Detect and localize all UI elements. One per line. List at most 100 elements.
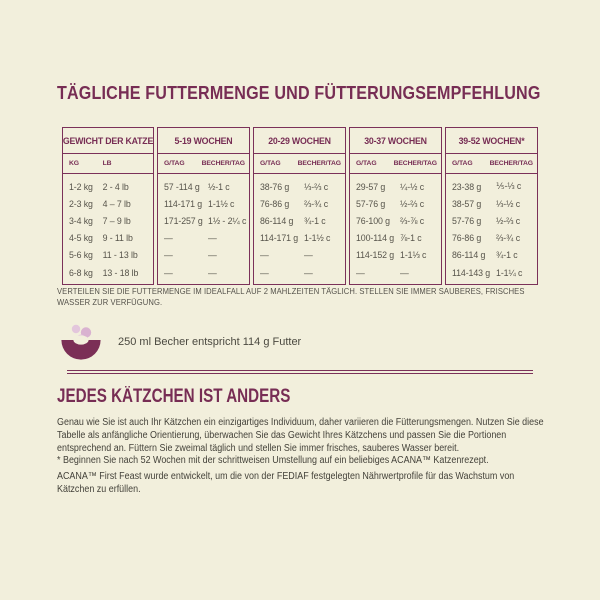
cell-cups: 1-1⅓ c [400, 250, 427, 261]
cell-grams: 76-100 g [356, 215, 390, 226]
section-divider [67, 370, 533, 374]
cell-grams: 38-76 g [260, 181, 290, 192]
subcolumn-header-becher: BECHER/TAG [393, 160, 438, 167]
cell-grams: 171-257 g [164, 215, 203, 226]
cell-kg: 5-6 kg [69, 250, 93, 261]
cell-cups: 1-1½ c [208, 198, 235, 209]
table-row: 114-171 g 1-1½ c [158, 195, 249, 212]
cell-cups: ⅓-⅔ c [304, 181, 328, 192]
table-row: 86-114 g ¾-1 c [446, 247, 537, 264]
cell-grams: — [260, 250, 269, 261]
cell-kg: 6-8 kg [69, 267, 93, 278]
table-row: — — [350, 264, 441, 281]
table-row: — — [158, 247, 249, 264]
cell-cups: ½-⅔ c [400, 198, 424, 209]
cell-cups: ⅔-¾ c [304, 198, 328, 209]
table-group-weight: GEWICHT DER KATZE KG LB 1-2 kg 2 - 4 lb 2… [62, 127, 154, 286]
table-row: — — [254, 264, 345, 281]
cell-grams: 76-86 g [452, 233, 482, 244]
cell-grams: — [164, 250, 173, 261]
page-title: TÄGLICHE FUTTERMENGE UND FÜTTERUNGSEMPFE… [57, 82, 541, 103]
cell-kg: 3-4 kg [69, 215, 93, 226]
cell-cups: ⅔-⅞ c [400, 215, 424, 226]
cell-cups: ½-1 c [208, 181, 230, 192]
cell-cups: — [208, 250, 217, 261]
column-group-header: 5-19 WOCHEN [158, 128, 249, 154]
table-group-body: 38-76 g ⅓-⅔ c 76-86 g ⅔-¾ c 86-114 g ¾-1 c … [254, 174, 345, 284]
subheader-row: G/TAG BECHER/TAG [158, 154, 249, 174]
cell-cups: 1-1½ c [304, 233, 331, 244]
table-group-body: 1-2 kg 2 - 4 lb 2-3 kg 4 – 7 lb 3-4 kg 7 – … [63, 174, 153, 284]
subcolumn-header-becher: BECHER/TAG [201, 160, 246, 167]
table-group-body: 57 -114 g ½-1 c 114-171 g 1-1½ c 171-257 g… [158, 174, 249, 284]
cell-grams: — [164, 233, 173, 244]
cell-lb: 9 - 11 lb [102, 233, 133, 244]
column-group-header: 30-37 WOCHEN [350, 128, 441, 154]
subheader-row: G/TAG BECHER/TAG [254, 154, 345, 174]
cell-grams: 114-152 g [356, 250, 395, 261]
table-row: — — [158, 230, 249, 247]
cell-grams: 114-171 g [164, 198, 203, 209]
cell-cups: ¼-½ c [400, 181, 424, 192]
cell-grams: 114-171 g [260, 233, 299, 244]
cell-cups: — [304, 267, 313, 278]
table-row: — — [158, 264, 249, 281]
cell-cups: ⅞-1 c [400, 233, 422, 244]
cell-lb: 13 - 18 lb [102, 267, 139, 278]
cell-grams: 23-38 g [452, 181, 482, 192]
table-row: 38-57 g ⅓-½ c [446, 195, 537, 212]
cell-cups: ½-⅔ c [496, 215, 520, 226]
table-row: 38-76 g ⅓-⅔ c [254, 178, 345, 195]
table-row: 4-5 kg 9 - 11 lb [63, 230, 153, 247]
cell-lb: 11 - 13 lb [102, 250, 138, 261]
table-row: 2-3 kg 4 – 7 lb [63, 195, 153, 212]
cell-lb: 2 - 4 lb [102, 181, 129, 192]
cell-cups: ⅕-⅓ c [496, 181, 522, 192]
cell-grams: 38-57 g [452, 198, 482, 209]
asterisk-footnote: * Beginnen Sie nach 52 Wochen mit der sc… [57, 455, 489, 466]
cell-cups: ¾-1 c [496, 250, 518, 261]
table-row: — — [254, 247, 345, 264]
cell-grams: 114-143 g [452, 267, 491, 278]
table-row: 57-76 g ½-⅔ c [350, 195, 441, 212]
section-paragraph: Genau wie Sie ist auch Ihr Kätzchen ein … [57, 417, 544, 454]
table-row: 1-2 kg 2 - 4 lb [63, 178, 153, 195]
cell-grams: 100-114 g [356, 233, 395, 244]
table-row: 5-6 kg 11 - 13 lb [63, 247, 153, 264]
cell-grams: — [260, 267, 269, 278]
table-group-body: 23-38 g ⅕-⅓ c 38-57 g ⅓-½ c 57-76 g ½-⅔ c 7… [446, 174, 537, 284]
table-group-weeks-20-29: 20-29 WOCHEN G/TAG BECHER/TAG 38-76 g ⅓-⅔… [253, 127, 346, 286]
cell-cups: 1½ - 2¼ c [208, 215, 247, 226]
cell-grams: 57-76 g [452, 215, 482, 226]
table-row: 3-4 kg 7 – 9 lb [63, 212, 153, 229]
table-row: 100-114 g ⅞-1 c [350, 230, 441, 247]
cell-grams: — [164, 267, 173, 278]
cell-cups: ⅓-½ c [496, 198, 520, 209]
table-row: 29-57 g ¼-½ c [350, 178, 441, 195]
cell-grams: — [356, 267, 365, 278]
table-row: 114-152 g 1-1⅓ c [350, 247, 441, 264]
cell-lb: 4 – 7 lb [102, 198, 131, 209]
subcolumn-header-gtag: G/TAG [356, 160, 377, 167]
table-group-weeks-39-52: 39-52 WOCHEN* G/TAG BECHER/TAG 23-38 g ⅕-… [445, 127, 538, 286]
subcolumn-header-becher: BECHER/TAG [297, 160, 342, 167]
cell-kg: 4-5 kg [69, 233, 93, 244]
column-group-header: GEWICHT DER KATZE [63, 128, 153, 154]
cell-grams: 57-76 g [356, 198, 386, 209]
table-row: 76-86 g ⅔-¾ c [254, 195, 345, 212]
subheader-row: G/TAG BECHER/TAG [446, 154, 537, 174]
feeding-table: GEWICHT DER KATZE KG LB 1-2 kg 2 - 4 lb 2… [62, 127, 538, 286]
subheader-row: KG LB [63, 154, 153, 174]
table-row: 57 -114 g ½-1 c [158, 178, 249, 195]
cell-grams: 86-114 g [452, 250, 486, 261]
subheader-row: G/TAG BECHER/TAG [350, 154, 441, 174]
table-footnote: VERTEILEN SIE DIE FUTTERMENGE IM IDEALFA… [57, 286, 525, 307]
table-row: 114-171 g 1-1½ c [254, 230, 345, 247]
subcolumn-header-becher: BECHER/TAG [489, 160, 534, 167]
cell-grams: 57 -114 g [164, 181, 200, 192]
table-row: 23-38 g ⅕-⅓ c [446, 178, 537, 195]
subcolumn-header-lb: LB [102, 160, 112, 167]
cell-cups: ¾-1 c [304, 215, 326, 226]
table-row: 57-76 g ½-⅔ c [446, 212, 537, 229]
